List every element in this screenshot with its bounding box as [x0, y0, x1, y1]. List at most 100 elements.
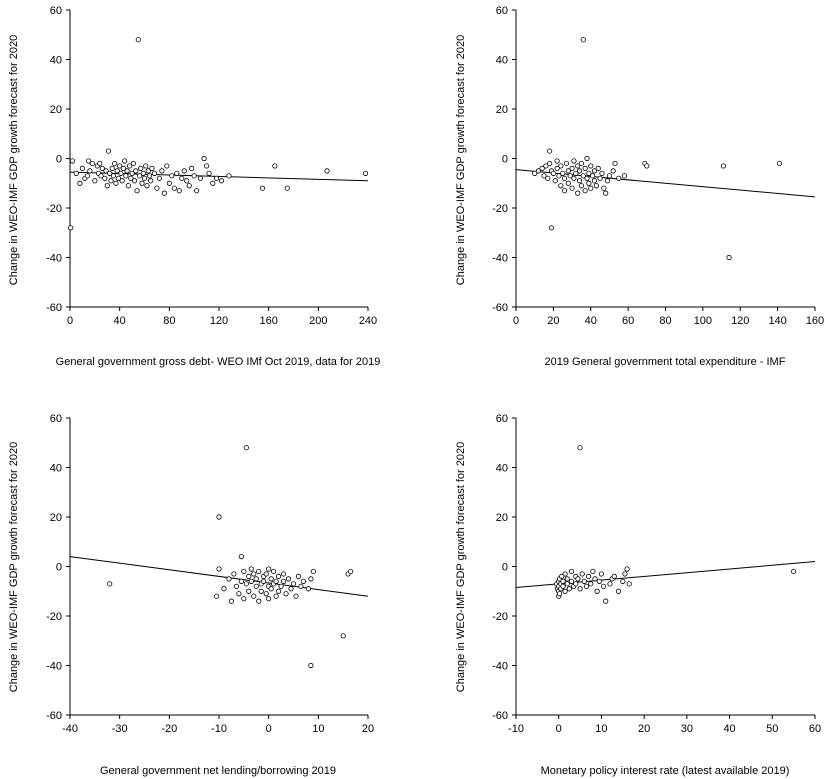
- data-point: [560, 170, 566, 176]
- data-point: [87, 168, 93, 174]
- data-point: [560, 578, 566, 584]
- data-point: [221, 586, 227, 592]
- y-tick-label: -60: [46, 710, 62, 722]
- data-point: [595, 165, 601, 171]
- data-point: [123, 173, 129, 179]
- y-tick-label: 0: [502, 562, 508, 574]
- data-point: [539, 165, 545, 171]
- data-point: [154, 185, 160, 191]
- data-point: [305, 586, 311, 592]
- y-tick-label: -40: [46, 661, 62, 673]
- data-point: [107, 581, 113, 587]
- data-point: [584, 155, 590, 162]
- data-point: [616, 175, 622, 181]
- x-tick-label: 40: [114, 315, 126, 327]
- data-point: [559, 573, 565, 580]
- data-point: [231, 571, 237, 577]
- data-point: [169, 173, 175, 179]
- x-tick-label: 50: [766, 723, 778, 735]
- data-point: [119, 178, 125, 184]
- data-point: [107, 170, 113, 176]
- y-tick-label: 20: [50, 512, 62, 524]
- y-axis-label: Change in WEO-IMF GDP growth forecast fo…: [455, 35, 467, 285]
- data-point: [541, 173, 547, 179]
- x-tick-label: 10: [595, 723, 607, 735]
- data-point: [86, 158, 92, 164]
- data-point: [243, 445, 249, 451]
- y-tick-label: 60: [50, 413, 62, 425]
- data-point: [203, 163, 210, 169]
- data-point: [591, 168, 598, 174]
- data-point: [241, 568, 247, 575]
- data-point: [144, 183, 150, 189]
- data-point: [127, 163, 133, 169]
- data-point: [259, 185, 266, 191]
- x-tick-label: 20: [362, 723, 374, 735]
- data-point: [543, 163, 549, 169]
- data-point: [253, 583, 259, 589]
- chart-debt: Change in WEO-IMF GDP growth forecast fo…: [8, 5, 380, 368]
- data-point: [288, 586, 294, 592]
- data-point: [575, 576, 581, 582]
- x-tick-label: 40: [585, 315, 597, 327]
- data-point: [590, 568, 596, 575]
- y-tick-label: 20: [50, 104, 62, 116]
- data-point: [174, 170, 180, 176]
- y-axis-label: Change in WEO-IMF GDP growth forecast fo…: [8, 442, 20, 692]
- data-point: [626, 581, 632, 587]
- data-point: [293, 593, 299, 599]
- data-point: [284, 185, 290, 191]
- x-tick-label: -20: [161, 723, 177, 735]
- data-point: [565, 168, 571, 174]
- data-point: [362, 170, 369, 176]
- data-point: [606, 173, 613, 179]
- data-point: [251, 571, 257, 577]
- x-tick-label: 60: [809, 723, 821, 735]
- data-point: [238, 578, 244, 584]
- data-point: [69, 158, 76, 164]
- data-point: [120, 165, 126, 171]
- data-point: [108, 178, 114, 184]
- data-point: [624, 566, 630, 572]
- data-point: [124, 168, 130, 174]
- y-tick-label: -40: [492, 661, 508, 673]
- data-point: [243, 581, 249, 587]
- data-point: [99, 165, 105, 171]
- data-point: [290, 581, 297, 587]
- data-point: [720, 163, 727, 169]
- x-tick-label: 200: [309, 315, 327, 327]
- y-tick-label: 0: [56, 154, 62, 166]
- data-point: [263, 591, 269, 597]
- y-tick-label: -20: [46, 611, 62, 623]
- data-point: [565, 180, 571, 186]
- data-point: [576, 168, 583, 174]
- data-point: [601, 185, 607, 191]
- data-point: [610, 168, 616, 174]
- y-tick-label: 60: [496, 5, 508, 17]
- data-point: [156, 175, 162, 181]
- data-point: [569, 165, 575, 171]
- y-tick-label: -20: [46, 203, 62, 215]
- data-point: [562, 571, 568, 577]
- x-tick-label: 160: [806, 315, 824, 327]
- data-point: [569, 185, 575, 191]
- data-point: [117, 163, 123, 169]
- y-tick-label: 60: [50, 5, 62, 17]
- x-tick-label: -40: [62, 723, 78, 735]
- data-point: [146, 173, 153, 179]
- y-tick-label: 60: [496, 413, 508, 425]
- data-point: [246, 588, 252, 594]
- data-point: [561, 175, 568, 181]
- data-point: [228, 598, 235, 604]
- x-tick-label: 40: [723, 723, 735, 735]
- data-point: [271, 568, 277, 575]
- data-point: [216, 566, 222, 572]
- data-point: [256, 568, 262, 575]
- data-point: [586, 170, 592, 176]
- y-tick-label: -40: [492, 253, 508, 265]
- y-tick-label: 0: [56, 562, 62, 574]
- data-point: [556, 173, 562, 179]
- data-point: [590, 173, 596, 179]
- data-point: [532, 170, 538, 176]
- data-point: [248, 566, 254, 572]
